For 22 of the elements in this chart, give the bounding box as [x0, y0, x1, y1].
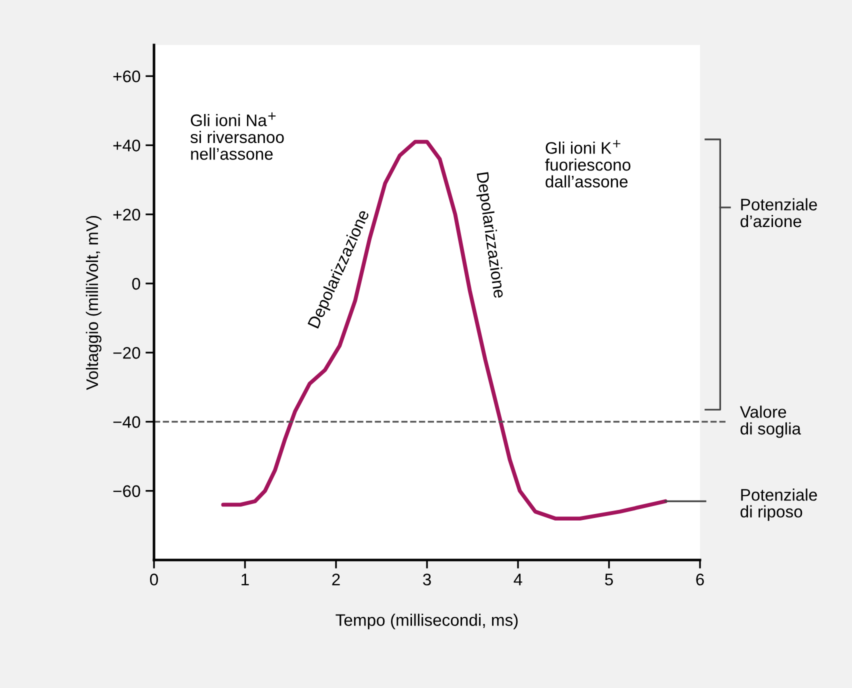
ref-line-label: Valore di soglia	[740, 406, 802, 438]
y-tick-label: −60	[113, 485, 140, 498]
x-tick-label: 5	[605, 574, 613, 586]
text: Potenziale d’azione	[740, 198, 817, 228]
x-axis-title: Tempo (millisecondi, ms)	[336, 614, 518, 630]
x-tick-label: 1	[242, 574, 249, 586]
x-tick-label: 6	[696, 574, 704, 586]
text: Potenziale di riposo	[740, 488, 817, 521]
y-tick-label: +20	[113, 208, 140, 221]
x-tick-label: 0	[150, 574, 158, 586]
y-tick-label: 0	[132, 278, 140, 290]
y-tick-label: +60	[113, 70, 140, 82]
x-tick-label: 2	[332, 574, 340, 586]
y-tick-label: −20	[113, 347, 140, 359]
annotation: Gli ioni Na$^{+}$ si riversanoo nell’assone	[190, 112, 284, 160]
y-axis-title: Voltaggio (milliVolt, mV)	[86, 216, 102, 390]
annotation: Depolarizzazione	[473, 172, 506, 299]
y-tick-label: −40	[113, 416, 140, 428]
x-tick-label: 3	[423, 574, 431, 586]
y-tick-label: +40	[113, 140, 140, 152]
annotation: Gli ioni K$^{+}$ fuoriescono dall’assone	[545, 140, 630, 188]
x-tick-label: 4	[514, 574, 522, 586]
